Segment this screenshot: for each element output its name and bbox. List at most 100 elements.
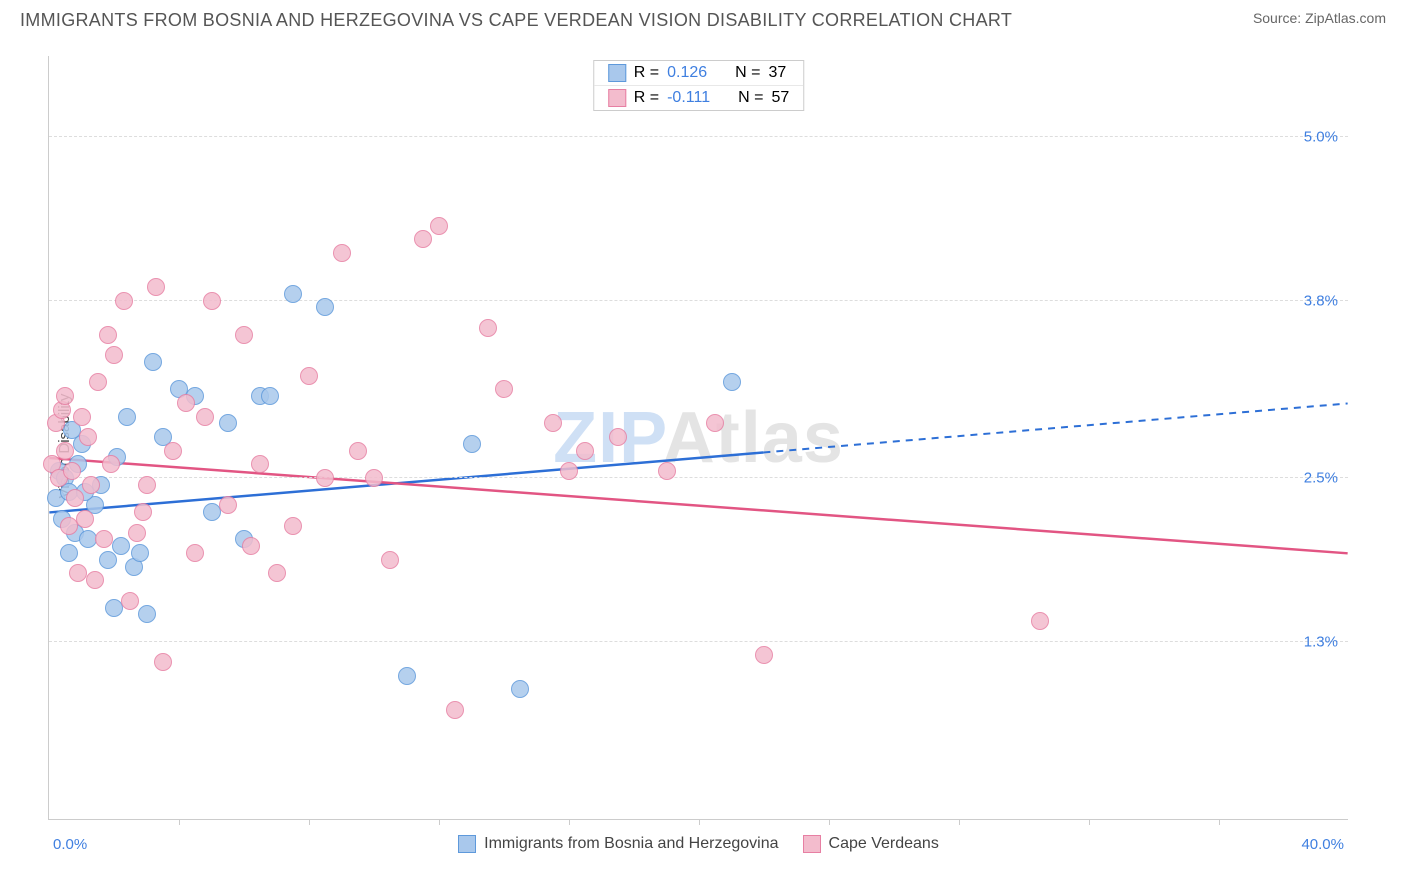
scatter-point-bosnia [284, 285, 302, 303]
scatter-point-capeverdean [544, 414, 562, 432]
legend-series: 0.0% Immigrants from Bosnia and Herzegov… [49, 835, 1348, 853]
trendline-bosnia [49, 452, 763, 512]
scatter-point-capeverdean [381, 551, 399, 569]
x-tick [1089, 819, 1090, 825]
gridline [49, 136, 1348, 137]
scatter-point-capeverdean [177, 394, 195, 412]
scatter-point-bosnia [138, 605, 156, 623]
legend-item-capeverdean: Cape Verdeans [803, 835, 939, 853]
y-tick-label: 2.5% [1304, 469, 1338, 486]
scatter-point-bosnia [398, 667, 416, 685]
x-tick [179, 819, 180, 825]
scatter-point-capeverdean [95, 530, 113, 548]
scatter-point-capeverdean [115, 292, 133, 310]
scatter-point-bosnia [723, 373, 741, 391]
gridline [49, 477, 1348, 478]
scatter-point-capeverdean [76, 510, 94, 528]
scatter-point-capeverdean [89, 373, 107, 391]
n-value-bosnia: 37 [768, 64, 786, 82]
chart-plot-area: ZIPAtlas R = 0.126 N = 37 R = -0.111 N =… [48, 56, 1348, 820]
scatter-point-capeverdean [446, 701, 464, 719]
swatch-capeverdean [803, 835, 821, 853]
x-tick [699, 819, 700, 825]
scatter-point-capeverdean [105, 346, 123, 364]
legend-row-capeverdean: R = -0.111 N = 57 [594, 85, 803, 110]
scatter-point-capeverdean [658, 462, 676, 480]
scatter-point-capeverdean [284, 517, 302, 535]
scatter-point-capeverdean [1031, 612, 1049, 630]
x-axis-min-label: 0.0% [53, 836, 87, 853]
scatter-point-bosnia [112, 537, 130, 555]
scatter-point-capeverdean [79, 428, 97, 446]
x-axis-max-label: 40.0% [1301, 836, 1344, 853]
scatter-point-capeverdean [154, 653, 172, 671]
x-tick [309, 819, 310, 825]
scatter-point-capeverdean [755, 646, 773, 664]
trend-lines-layer [49, 56, 1348, 819]
chart-header: IMMIGRANTS FROM BOSNIA AND HERZEGOVINA V… [0, 0, 1406, 35]
scatter-point-capeverdean [560, 462, 578, 480]
scatter-point-capeverdean [365, 469, 383, 487]
r-value-bosnia: 0.126 [667, 64, 707, 82]
scatter-point-capeverdean [251, 455, 269, 473]
scatter-point-bosnia [219, 414, 237, 432]
r-value-capeverdean: -0.111 [667, 89, 710, 107]
source-attribution: Source: ZipAtlas.com [1253, 10, 1386, 26]
source-prefix: Source: [1253, 10, 1305, 26]
swatch-bosnia [458, 835, 476, 853]
scatter-point-bosnia [511, 680, 529, 698]
legend-correlation-box: R = 0.126 N = 37 R = -0.111 N = 57 [593, 60, 804, 111]
gridline [49, 300, 1348, 301]
scatter-point-bosnia [261, 387, 279, 405]
scatter-point-capeverdean [63, 462, 81, 480]
scatter-point-bosnia [99, 551, 117, 569]
scatter-point-capeverdean [333, 244, 351, 262]
scatter-point-capeverdean [235, 326, 253, 344]
swatch-bosnia [608, 64, 626, 82]
scatter-point-bosnia [131, 544, 149, 562]
scatter-point-bosnia [463, 435, 481, 453]
scatter-point-capeverdean [82, 476, 100, 494]
watermark-atlas: Atlas [663, 398, 844, 478]
scatter-point-capeverdean [186, 544, 204, 562]
scatter-point-capeverdean [134, 503, 152, 521]
series-label-capeverdean: Cape Verdeans [829, 835, 939, 853]
scatter-point-bosnia [316, 298, 334, 316]
scatter-point-capeverdean [128, 524, 146, 542]
scatter-point-capeverdean [495, 380, 513, 398]
scatter-point-capeverdean [203, 292, 221, 310]
y-tick-label: 1.3% [1304, 633, 1338, 650]
scatter-point-capeverdean [102, 455, 120, 473]
series-label-bosnia: Immigrants from Bosnia and Herzegovina [484, 835, 778, 853]
scatter-point-capeverdean [242, 537, 260, 555]
trendline-dashed-bosnia [763, 403, 1347, 452]
scatter-point-capeverdean [147, 278, 165, 296]
n-value-capeverdean: 57 [771, 89, 789, 107]
legend-row-bosnia: R = 0.126 N = 37 [594, 61, 803, 85]
n-label: N = [735, 64, 760, 82]
source-name: ZipAtlas.com [1305, 10, 1386, 26]
legend-item-bosnia: Immigrants from Bosnia and Herzegovina [458, 835, 778, 853]
scatter-point-capeverdean [196, 408, 214, 426]
scatter-point-capeverdean [300, 367, 318, 385]
scatter-point-bosnia [144, 353, 162, 371]
scatter-point-capeverdean [56, 387, 74, 405]
x-tick [959, 819, 960, 825]
scatter-point-capeverdean [349, 442, 367, 460]
r-label: R = [634, 89, 659, 107]
scatter-point-capeverdean [138, 476, 156, 494]
scatter-point-capeverdean [268, 564, 286, 582]
scatter-point-capeverdean [430, 217, 448, 235]
y-tick-label: 3.8% [1304, 292, 1338, 309]
scatter-point-capeverdean [609, 428, 627, 446]
scatter-point-bosnia [60, 544, 78, 562]
gridline [49, 641, 1348, 642]
swatch-capeverdean [608, 89, 626, 107]
scatter-point-capeverdean [56, 442, 74, 460]
n-label: N = [738, 89, 763, 107]
x-tick [1219, 819, 1220, 825]
scatter-point-capeverdean [164, 442, 182, 460]
x-tick [829, 819, 830, 825]
scatter-point-capeverdean [99, 326, 117, 344]
scatter-point-capeverdean [73, 408, 91, 426]
